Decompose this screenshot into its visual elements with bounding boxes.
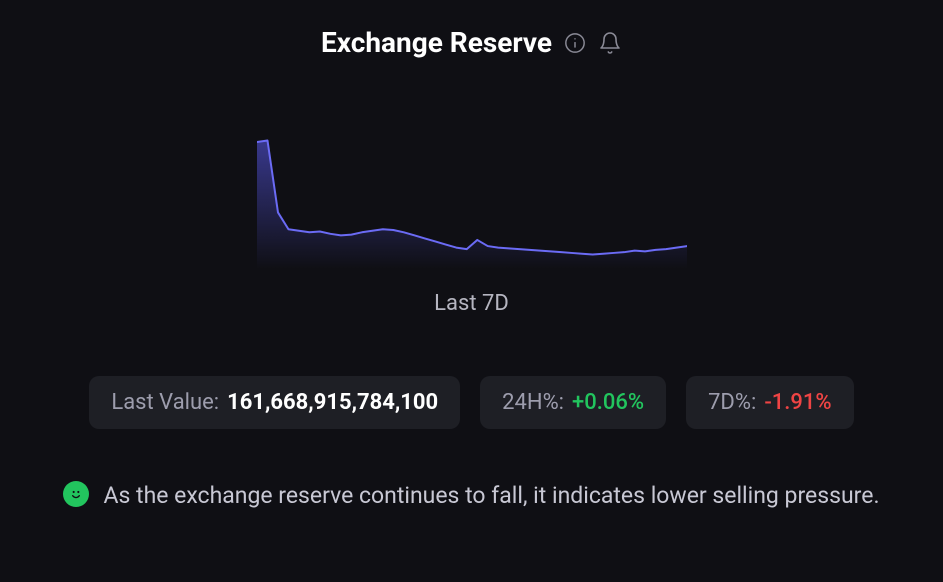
info-icon[interactable]: [564, 32, 586, 54]
insight: As the exchange reserve continues to fal…: [63, 477, 879, 515]
stat-change: +0.06%: [572, 390, 644, 415]
sentiment-smiley-icon: [63, 481, 89, 507]
title: Exchange Reserve: [321, 26, 552, 59]
stats-row: Last Value: 161,668,915,784,100 24H%: +0…: [30, 376, 913, 429]
stat-label: 24H%:: [502, 390, 564, 415]
header: Exchange Reserve: [321, 26, 622, 59]
stat-24h: 24H%: +0.06%: [480, 376, 666, 429]
bell-icon[interactable]: [598, 31, 622, 55]
widget-container: Exchange Reserve Last 7D Last Value: 161…: [0, 0, 943, 582]
stat-change: -1.91%: [764, 390, 831, 415]
stat-value: 161,668,915,784,100: [227, 390, 438, 415]
chart-area: Last 7D: [257, 139, 687, 316]
stat-label: 7D%:: [708, 390, 756, 415]
chart-caption: Last 7D: [434, 291, 509, 316]
stat-last-value: Last Value: 161,668,915,784,100: [89, 376, 460, 429]
reserve-chart: [257, 139, 687, 269]
stat-label: Last Value:: [111, 390, 219, 415]
stat-7d: 7D%: -1.91%: [686, 376, 854, 429]
insight-text: As the exchange reserve continues to fal…: [103, 477, 879, 515]
